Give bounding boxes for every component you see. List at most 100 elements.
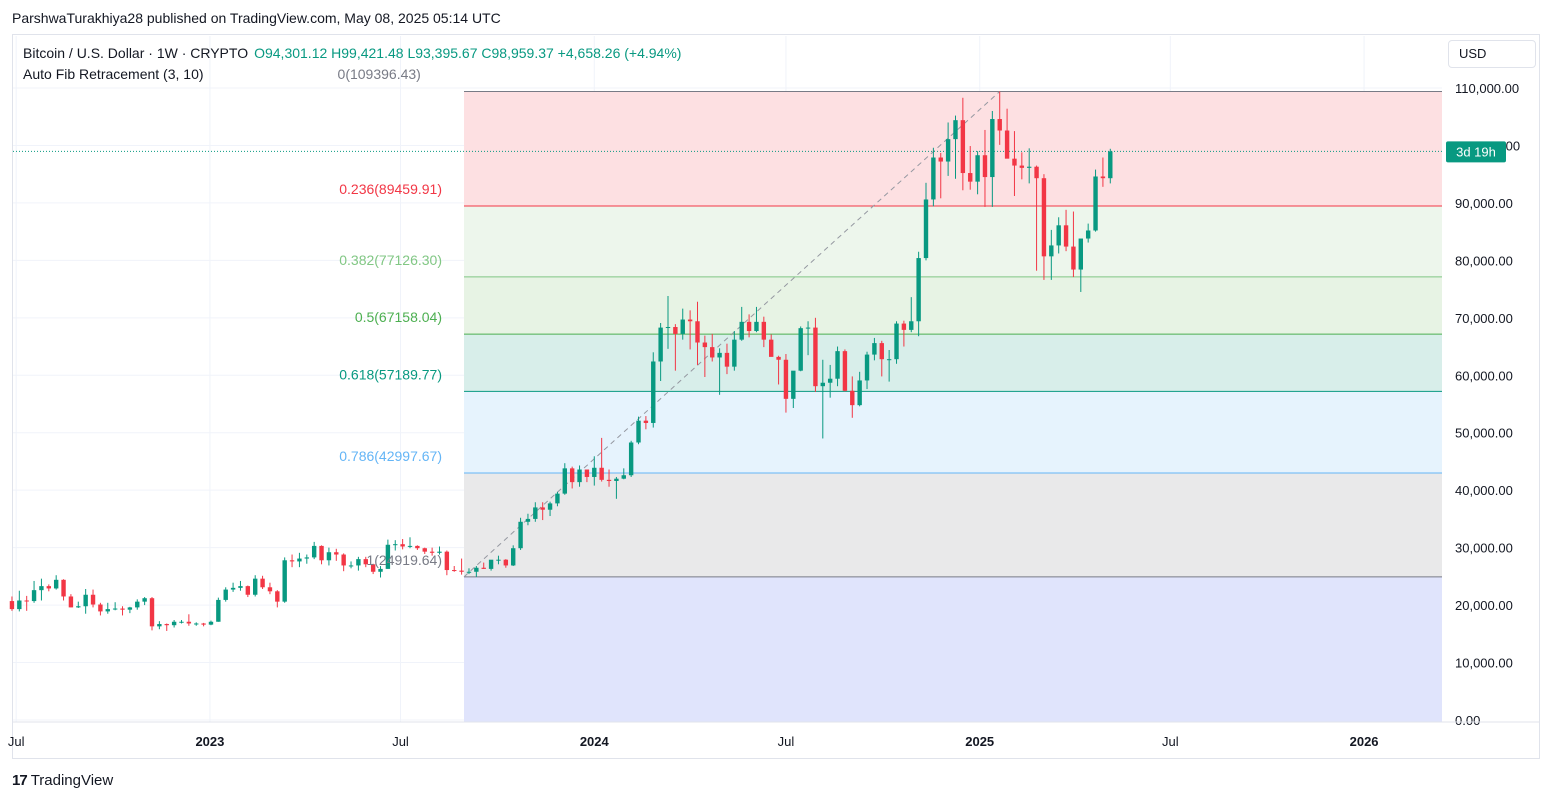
candle-body (687, 319, 693, 322)
candle-body (968, 173, 973, 182)
chart-frame (12, 34, 1540, 759)
candle-body (982, 155, 988, 178)
candle (223, 587, 228, 602)
candle-body (1078, 238, 1084, 270)
candle (127, 606, 133, 614)
y-tick-label: 40,000.00 (1455, 483, 1513, 498)
candle-body (238, 586, 243, 588)
candle-body (916, 258, 921, 322)
candle-body (31, 590, 37, 602)
candle-body (1056, 225, 1061, 246)
candle-body (680, 319, 685, 334)
candle-body (879, 343, 884, 360)
candle-body (732, 339, 737, 367)
candle (754, 306, 759, 333)
candle-body (208, 621, 214, 625)
candle-body (385, 544, 391, 569)
candle-body (894, 323, 899, 360)
countdown-label: 3d 19h (1456, 144, 1496, 159)
candle (24, 595, 29, 611)
candle (643, 416, 649, 430)
candle-body (17, 600, 22, 610)
candle (783, 354, 789, 413)
indicator-title[interactable]: Auto Fib Retracement (3, 10) (23, 66, 204, 82)
candle (245, 585, 251, 598)
candle-body (334, 552, 339, 555)
candle-body (90, 594, 96, 605)
brand[interactable]: 17 TradingView (12, 772, 113, 789)
candle-body (820, 382, 826, 387)
candle (135, 599, 140, 610)
candle (710, 333, 715, 362)
candle (429, 547, 435, 556)
candle (850, 376, 855, 418)
candle-body (540, 507, 545, 510)
candle-body (555, 493, 560, 504)
candle (923, 182, 929, 261)
candle (68, 594, 74, 608)
candle (805, 321, 811, 356)
candle-body (938, 157, 943, 162)
candle-body (761, 321, 767, 340)
candle-body (179, 621, 184, 623)
x-tick-label: 2023 (195, 734, 224, 749)
candle (916, 251, 921, 337)
candle-body (171, 621, 177, 626)
candle-body (960, 120, 966, 174)
candle (201, 622, 206, 627)
candle (968, 146, 973, 190)
candle-body (931, 157, 936, 200)
candle (569, 466, 575, 489)
candle-body (805, 327, 811, 329)
y-tick-label: 90,000.00 (1455, 196, 1513, 211)
fib-label-0.236: 0.236(89459.91) (339, 181, 442, 197)
candle-body (319, 545, 324, 561)
candle-body (105, 609, 110, 612)
candle-body (562, 468, 568, 494)
candle (90, 589, 96, 608)
candle (879, 340, 884, 377)
fib-label-0.382: 0.382(77126.30) (339, 252, 442, 268)
candle-body (945, 139, 951, 162)
candle-body (223, 589, 228, 600)
candle (791, 370, 796, 409)
symbol-legend[interactable]: Bitcoin / U.S. Dollar · 1W · CRYPTO O94,3… (23, 45, 681, 61)
candle-body (275, 591, 280, 602)
candle-body (378, 568, 383, 572)
candle-body (953, 120, 958, 140)
candle (658, 322, 663, 382)
candle-body (886, 359, 892, 361)
candle-body (643, 420, 649, 423)
candle-body (68, 596, 74, 608)
candle-body (754, 321, 759, 332)
candle (481, 562, 486, 569)
candle-body (422, 548, 427, 552)
candle (945, 122, 951, 176)
candle (304, 554, 310, 564)
candle (982, 129, 988, 207)
candle (31, 580, 37, 603)
symbol-title[interactable]: Bitcoin / U.S. Dollar · 1W · CRYPTO (23, 45, 249, 61)
y-tick-label: 70,000.00 (1455, 311, 1513, 326)
indicator-legend[interactable]: Auto Fib Retracement (3, 10) 0(109396.43) (23, 66, 421, 82)
currency-selector[interactable]: USD (1448, 40, 1536, 68)
candle-body (1004, 130, 1010, 159)
candle (717, 348, 722, 395)
candle (83, 589, 88, 614)
brand-name: TradingView (30, 772, 114, 789)
candle (17, 590, 22, 612)
candle-body (149, 598, 155, 627)
candle (98, 602, 103, 616)
candle-body (201, 623, 206, 625)
candle-body (584, 469, 590, 477)
candle (798, 326, 803, 372)
candle (732, 331, 737, 371)
candle-body (24, 600, 29, 602)
candle-body (864, 354, 870, 381)
fib-zone-0.382 (464, 276, 1442, 335)
candle-body (186, 621, 192, 624)
candle-body (1041, 178, 1047, 257)
candle-body (857, 380, 862, 406)
candle (1056, 217, 1061, 254)
